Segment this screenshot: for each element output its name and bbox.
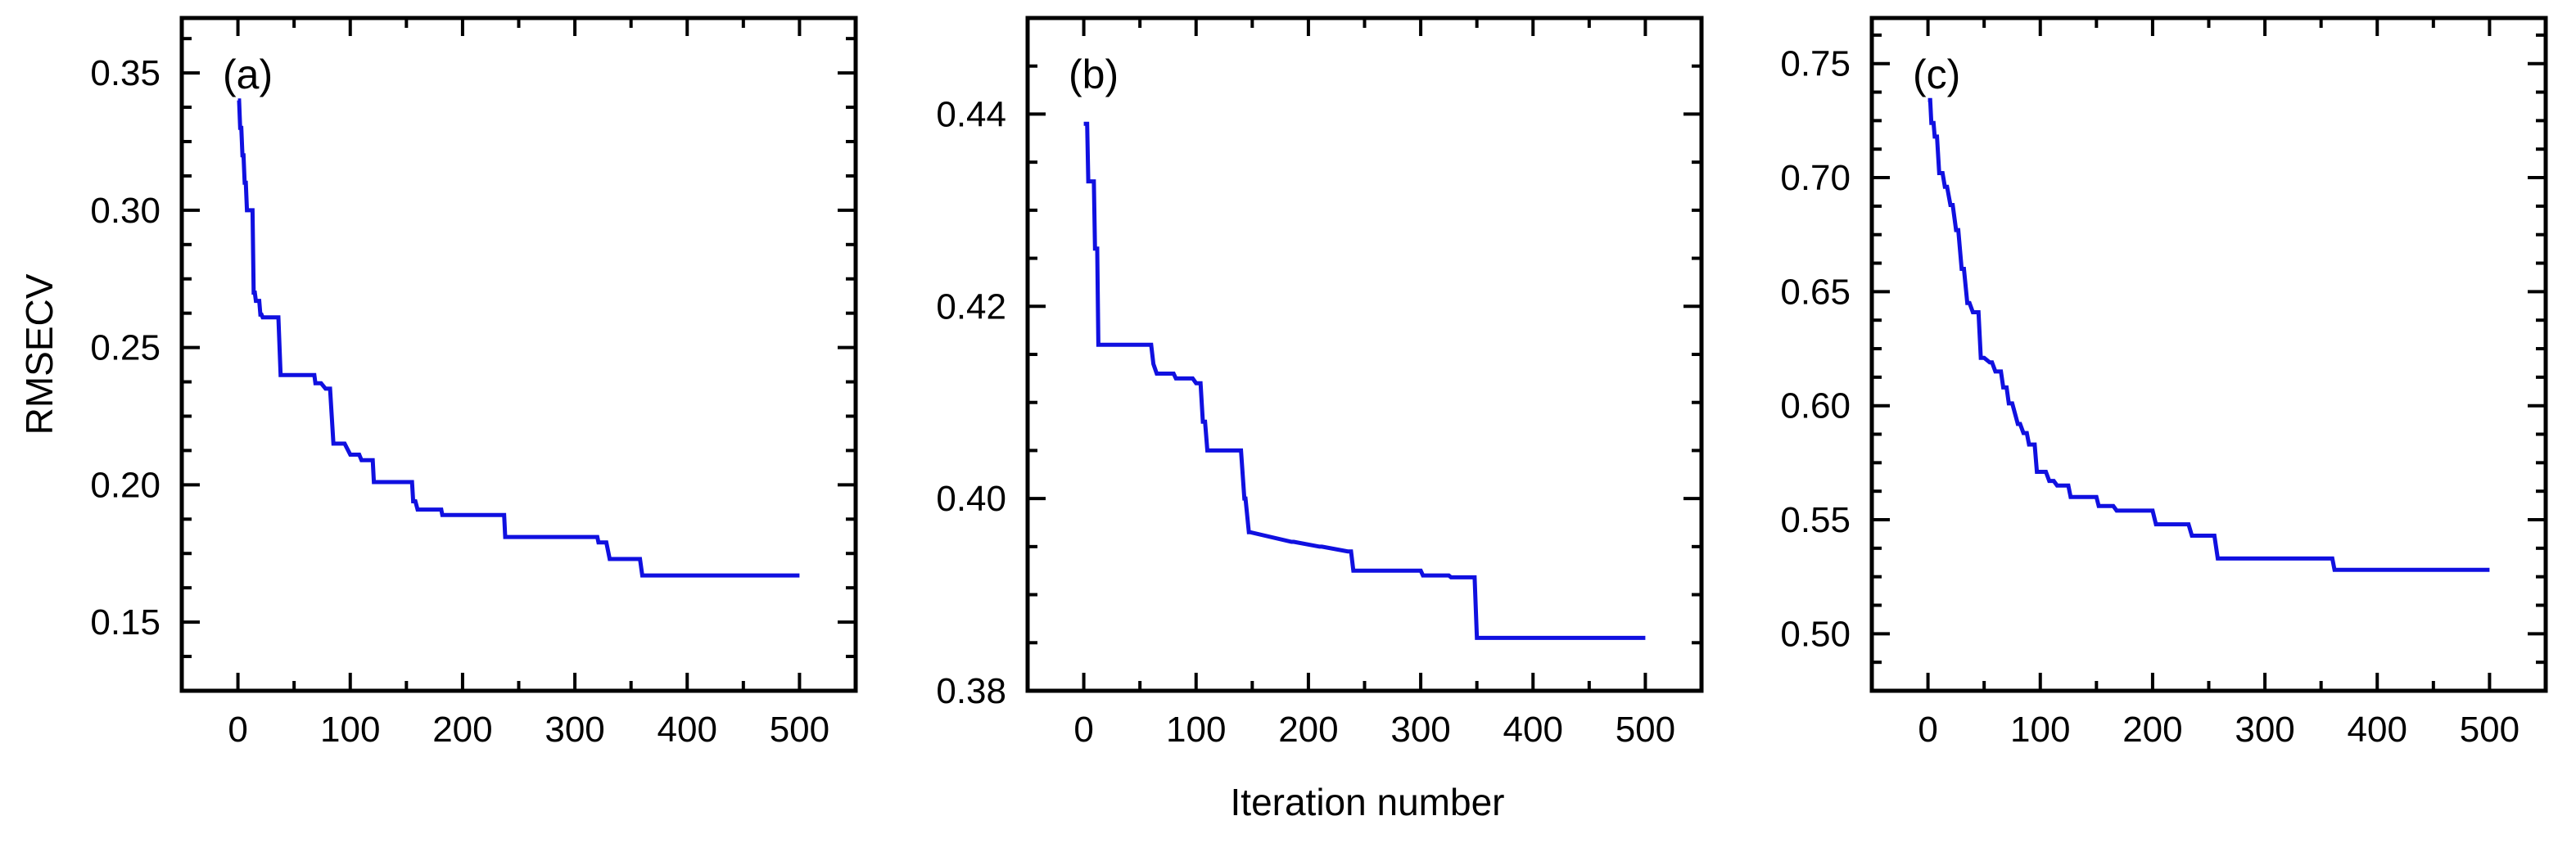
y-tick-label: 0.60 <box>1780 386 1851 426</box>
x-tick-label: 100 <box>1166 710 1226 750</box>
panel-label: (a) <box>223 52 273 97</box>
y-tick-label: 0.55 <box>1780 500 1851 540</box>
panel-label: (c) <box>1913 52 1960 97</box>
y-tick-label: 0.35 <box>90 53 160 93</box>
x-tick-label: 300 <box>2235 710 2294 750</box>
chart-panel-c: 0 100 200 300 400 500 0.50 0.55 0.60 0.65 0.70 0.75… <box>1780 16 2548 750</box>
series-line <box>237 98 800 578</box>
y-tick-label: 0.30 <box>90 191 160 231</box>
y-tick-label: 0.65 <box>1780 272 1851 312</box>
x-tick-label: 200 <box>1278 710 1338 750</box>
x-tick-label: 300 <box>1390 710 1450 750</box>
panel-label: (b) <box>1069 52 1119 97</box>
x-tick-label: 200 <box>432 710 492 750</box>
series-line <box>1927 97 2490 572</box>
plot-frame <box>179 16 858 693</box>
y-tick-label: 0.25 <box>90 328 160 368</box>
series-line <box>1083 121 1646 640</box>
x-tick-label: 0 <box>228 710 247 750</box>
x-tick-label: 100 <box>2010 710 2070 750</box>
x-tick-label: 300 <box>545 710 604 750</box>
x-tick-label: 100 <box>320 710 380 750</box>
chart-panel-b: 0 100 200 300 400 500 0.38 0.40 0.42 0.44 (b) <box>936 16 1704 750</box>
plot-frame <box>1025 16 1704 693</box>
y-tick-label: 0.20 <box>90 465 160 505</box>
y-tick-label: 0.15 <box>90 602 160 642</box>
x-tick-label: 0 <box>1918 710 1937 750</box>
y-tick-label: 0.50 <box>1780 614 1851 654</box>
y-tick-label: 0.70 <box>1780 158 1851 198</box>
x-tick-label: 0 <box>1073 710 1093 750</box>
x-tick-label: 200 <box>2122 710 2182 750</box>
y-tick-label: 0.44 <box>936 94 1006 134</box>
y-tick-label: 0.42 <box>936 286 1006 327</box>
y-axis-title: RMSECV <box>18 273 61 435</box>
x-tick-label: 400 <box>658 710 717 750</box>
x-tick-label: 500 <box>2460 710 2520 750</box>
y-tick-label: 0.38 <box>936 671 1006 711</box>
x-tick-label: 400 <box>1503 710 1563 750</box>
y-tick-label: 0.40 <box>936 479 1006 519</box>
plot-frame <box>1869 16 2548 693</box>
y-tick-label: 0.75 <box>1780 44 1851 84</box>
x-tick-label: 500 <box>1616 710 1675 750</box>
chart-panel-a: 0 100 200 300 400 500 0.15 0.20 0.25 0.30 0.35 RMSE… <box>18 16 858 750</box>
x-tick-label: 500 <box>770 710 829 750</box>
x-tick-label: 400 <box>2348 710 2407 750</box>
shared-x-axis-title: Iteration number <box>1231 781 1505 823</box>
